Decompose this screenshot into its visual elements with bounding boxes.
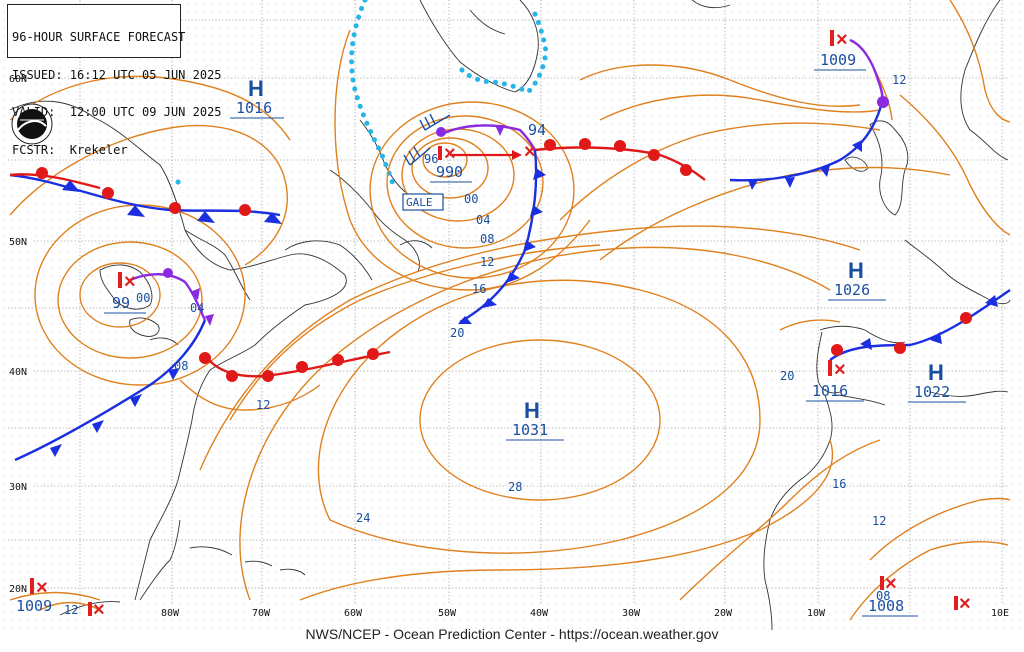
forecast-title: 96-HOUR SURFACE FORECAST (12, 30, 186, 44)
lon-label: 20W (714, 608, 733, 619)
low-symbol: × (93, 599, 105, 621)
low-symbol: × (834, 359, 846, 381)
lat-label: 40N (9, 367, 27, 378)
noaa-logo (11, 103, 53, 145)
valid-time: VALID: 12:00 UTC 09 JUN 2025 (12, 105, 222, 119)
low-value: 99 (112, 294, 130, 312)
low-value: 1016 (812, 382, 848, 400)
high-symbol: H (248, 76, 264, 101)
isobar-label: 08 (480, 232, 494, 246)
low-center: × 1008 (862, 573, 918, 617)
low-center: × (88, 599, 105, 621)
issued-time: ISSUED: 16:12 UTC 05 JUN 2025 (12, 67, 222, 82)
low-symbol: × (959, 593, 971, 615)
isobar-label: 96 (424, 152, 438, 166)
isobar-label: 12 (892, 73, 906, 87)
isobar-labels: 96 00 04 08 12 16 20 24 28 20 16 12 12 0… (64, 73, 906, 617)
low-symbol: × (36, 577, 48, 599)
isobar-label: 20 (450, 326, 464, 340)
low-center: × 990 (430, 143, 472, 183)
lon-label: 30W (622, 608, 641, 619)
high-pressure-centers: H 1016 H 1026 H 1031 H 1022 (230, 76, 966, 441)
low-center: × 94 (524, 121, 546, 163)
lat-label: 20N (9, 584, 27, 595)
gale-label: GALE (406, 196, 433, 209)
lon-label: 40W (530, 608, 549, 619)
wind-barbs (403, 113, 451, 166)
lon-label: 70W (252, 608, 271, 619)
isobar-label: 16 (832, 477, 846, 491)
lon-label: 80W (161, 608, 180, 619)
low-symbol: × (524, 141, 536, 163)
low-value: 990 (436, 163, 463, 181)
isobar-label: 20 (780, 369, 794, 383)
low-symbol: × (444, 143, 456, 165)
isobar-label: 08 (174, 359, 188, 373)
isobar-label: 24 (356, 511, 370, 525)
high-symbol: H (524, 398, 540, 423)
low-center: × 99 (104, 271, 146, 314)
low-value: 1009 (820, 51, 856, 69)
forecaster: FCSTR: Krekeler (12, 142, 128, 157)
lon-label: 10W (807, 608, 826, 619)
high-center: H 1026 (828, 258, 886, 301)
low-symbol: × (836, 29, 848, 51)
low-symbol: × (885, 573, 897, 595)
ice-edge (175, 0, 549, 191)
forecast-map: 60N 50N 40N 30N 20N 80W 70W 60W 50W 40W … (0, 0, 1024, 630)
isobar-label: 08 (876, 589, 890, 603)
low-center: × 1016 (806, 359, 864, 402)
isobar-label: 16 (472, 282, 486, 296)
fronts (9, 38, 1011, 462)
high-value: 1022 (914, 383, 950, 401)
lon-label: 60W (344, 608, 363, 619)
low-pressure-centers: × 990 × 94 × 1009 × 99 × 1016 × (16, 29, 971, 621)
low-value: 94 (528, 121, 546, 139)
isobars (9, 0, 1011, 621)
high-symbol: H (848, 258, 864, 283)
coastlines (9, 0, 1011, 630)
isobar-label: 28 (508, 480, 522, 494)
longitude-labels: 80W 70W 60W 50W 40W 30W 20W 10W 10E (159, 605, 1016, 619)
low-center: × 1009 (16, 577, 52, 615)
high-value: 1026 (834, 281, 870, 299)
high-symbol: H (928, 360, 944, 385)
low-value: 1009 (16, 597, 52, 615)
high-center: H 1022 (908, 360, 966, 403)
lon-label: 10E (991, 608, 1009, 619)
lat-label: 30N (9, 482, 27, 493)
lat-label: 60N (9, 74, 27, 85)
low-value: 1008 (868, 597, 904, 615)
high-center: H 1031 (506, 398, 564, 441)
gale-warning: GALE (402, 193, 444, 211)
isobar-label: 12 (872, 514, 886, 528)
low-center: × 1009 (814, 29, 866, 71)
isobar-label: 12 (256, 398, 270, 412)
high-value: 1031 (512, 421, 548, 439)
high-value: 1016 (236, 99, 272, 117)
isobar-label: 04 (476, 213, 490, 227)
low-center: × (954, 593, 971, 615)
isobar-label: 00 (136, 291, 150, 305)
lat-label: 50N (9, 237, 27, 248)
forecast-header: 96-HOUR SURFACE FORECAST ISSUED: 16:12 U… (7, 4, 222, 156)
high-center: H 1016 (230, 76, 284, 119)
isobar-label: 12 (480, 255, 494, 269)
credit-line: NWS/NCEP - Ocean Prediction Center - htt… (305, 626, 719, 642)
isobar-label: 12 (64, 603, 78, 617)
low-symbol: × (124, 271, 136, 293)
isobar-label: 00 (464, 192, 478, 206)
isobar-label: 04 (190, 301, 204, 315)
latitude-labels: 60N 50N 40N 30N 20N (7, 71, 33, 595)
lon-label: 50W (438, 608, 457, 619)
